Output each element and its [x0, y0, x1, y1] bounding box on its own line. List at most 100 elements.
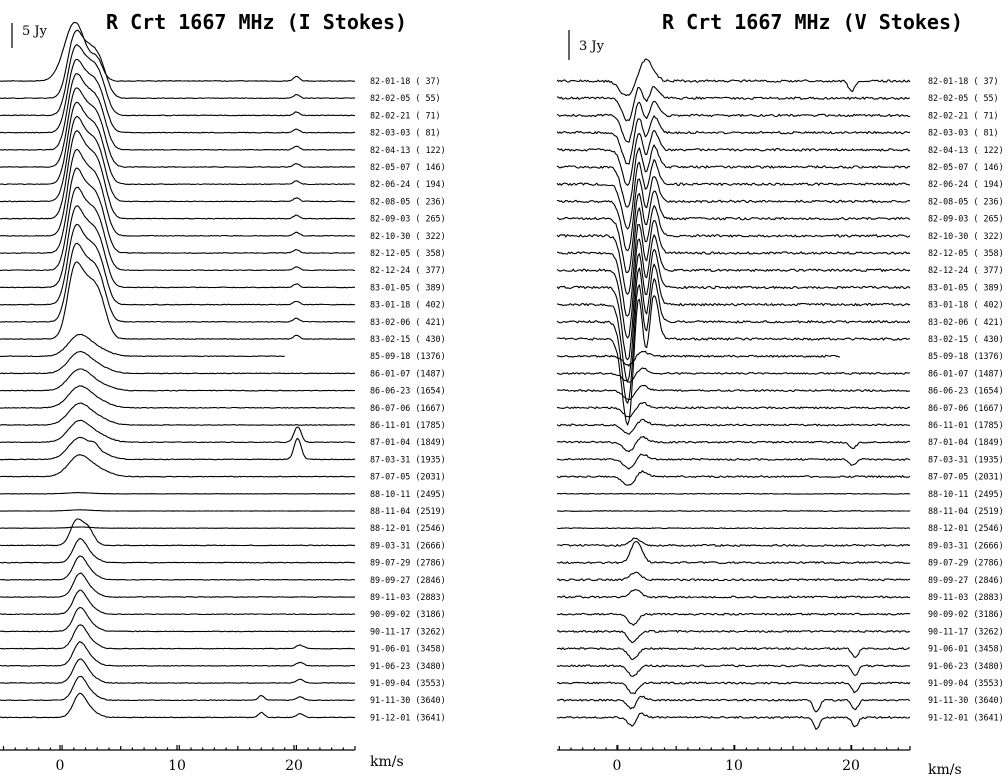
spectrum-trace	[556, 58, 911, 97]
epoch-label: 90-09-02 (3186)	[370, 609, 446, 619]
epoch-label: 82-10-30 ( 322)	[928, 231, 1004, 241]
spectrum-trace	[0, 509, 356, 512]
epoch-label: 82-05-07 ( 146)	[928, 162, 1004, 172]
epoch-label: 82-02-05 ( 55)	[928, 93, 999, 103]
spectrum-trace	[556, 418, 911, 435]
epoch-label: 86-11-01 (1785)	[928, 420, 1004, 430]
epoch-label: 83-02-06 ( 421)	[928, 317, 1004, 327]
spectrum-trace	[556, 129, 911, 186]
spectrum-trace	[0, 242, 356, 323]
epoch-label: 82-12-24 ( 377)	[370, 265, 446, 275]
epoch-label: 87-07-05 (2031)	[370, 472, 446, 482]
spectrum-trace	[0, 29, 356, 100]
epoch-label: 85-09-18 (1376)	[928, 351, 1004, 361]
spectrum-trace	[556, 367, 911, 383]
spectrum-trace	[557, 695, 911, 713]
spectrum-trace	[0, 351, 356, 375]
epoch-label: 91-11-30 (3640)	[928, 695, 1004, 705]
spectrum-trace	[0, 58, 356, 134]
spectrum-trace	[0, 436, 356, 461]
spectrum-trace	[0, 130, 356, 220]
spectrum-trace	[0, 333, 285, 358]
epoch-label: 82-08-05 ( 236)	[928, 196, 1004, 206]
spectrum-trace	[556, 647, 911, 661]
chart-title: R Crt 1667 MHz (I Stokes)	[106, 10, 407, 34]
spectrum-trace	[0, 658, 355, 684]
epoch-label: 91-06-01 (3458)	[370, 644, 446, 654]
epoch-label: 83-01-18 ( 402)	[370, 300, 446, 310]
x-tick-label: 10	[168, 758, 186, 774]
x-axis-unit: km/s	[370, 754, 404, 770]
epoch-label: 82-12-05 ( 358)	[370, 248, 446, 258]
spectrum-trace	[0, 492, 356, 495]
spectrum-trace	[0, 675, 355, 702]
spectrum-trace	[556, 263, 911, 383]
epoch-label: 82-02-21 ( 71)	[928, 110, 999, 120]
spectrum-trace	[0, 223, 356, 306]
epoch-label: 87-03-31 (1935)	[928, 454, 1004, 464]
scale-bar-label: 5 Jy	[22, 24, 48, 39]
epoch-label: 83-01-05 ( 389)	[370, 282, 446, 292]
spectrum-trace	[556, 115, 910, 165]
spectrum-trace	[0, 692, 356, 719]
spectrum-trace	[0, 537, 356, 564]
spectrum-trace	[0, 87, 356, 168]
epoch-label: 91-06-23 (3480)	[370, 661, 446, 671]
spectrum-trace	[0, 205, 356, 289]
spectrum-trace	[0, 148, 356, 237]
epoch-label: 83-01-18 ( 402)	[928, 300, 1004, 310]
spectrum-trace	[0, 73, 356, 151]
epoch-label: 87-03-31 (1935)	[370, 454, 446, 464]
spectrum-trace	[556, 453, 911, 470]
spectrum-trace	[556, 612, 911, 626]
epoch-label: 88-12-01 (2546)	[928, 523, 1004, 533]
epoch-label: 86-07-06 (1667)	[928, 403, 1004, 413]
epoch-label: 82-08-05 ( 236)	[370, 196, 446, 206]
x-tick-label: 20	[285, 758, 303, 774]
spectrum-trace	[556, 190, 911, 274]
spectrum-trace	[556, 712, 911, 730]
epoch-label: 83-01-05 ( 389)	[928, 282, 1004, 292]
spectrum-trace	[556, 295, 911, 426]
x-axis-ticks: 0 10 20	[2, 745, 356, 774]
spectrum-trace	[556, 681, 911, 695]
spectrum-trace	[0, 385, 355, 409]
spectrum-trace	[0, 572, 356, 598]
spectrum-trace	[0, 589, 356, 616]
epoch-label: 91-11-30 (3640)	[370, 695, 446, 705]
epoch-labels: 82-01-18 ( 37) 82-02-05 ( 55) 82-02-21 ( 7…	[928, 76, 1004, 722]
epoch-label: 82-03-03 ( 81)	[370, 128, 441, 138]
spectrum-trace	[0, 606, 356, 633]
x-tick-label: 0	[56, 758, 65, 774]
chart-title: R Crt 1667 MHz (V Stokes)	[662, 10, 963, 34]
epoch-label: 82-05-07 ( 146)	[370, 162, 446, 172]
spectrum-trace	[0, 186, 356, 272]
spectrum-trace	[556, 664, 911, 677]
spectrum-trace	[0, 21, 356, 82]
epoch-label: 88-10-11 (2495)	[928, 489, 1004, 499]
panel-i-stokes: R Crt 1667 MHz (I Stokes) 5 Jy 82-01-18 …	[0, 10, 446, 774]
epoch-label: 90-11-17 (3262)	[928, 626, 1004, 636]
spectrum-trace	[556, 540, 911, 565]
spectrum-trace	[556, 205, 911, 295]
spectrum-trace	[0, 454, 356, 478]
spectrum-trace	[556, 470, 911, 486]
epoch-label: 86-07-06 (1667)	[370, 403, 446, 413]
spectrum-trace	[556, 350, 840, 367]
spectrum-trace	[0, 526, 356, 529]
epoch-label: 86-06-23 (1654)	[928, 386, 1004, 396]
spectrum-trace	[0, 624, 356, 650]
spectrum-trace	[0, 43, 356, 117]
spectrum-trace	[556, 492, 911, 495]
spectrum-trace	[0, 555, 356, 581]
epoch-label: 90-11-17 (3262)	[370, 626, 446, 636]
spectrum-trace	[556, 248, 911, 361]
epoch-label: 83-02-06 ( 421)	[370, 317, 446, 327]
epoch-label: 83-02-15 ( 430)	[370, 334, 446, 344]
epoch-labels: 82-01-18 ( 37) 82-02-05 ( 55) 82-02-21 ( 7…	[370, 76, 446, 722]
epoch-label: 89-11-03 (2883)	[928, 592, 1004, 602]
spectrum-trace	[556, 100, 911, 143]
epoch-label: 82-09-03 ( 265)	[928, 214, 1004, 224]
epoch-label: 82-04-13 ( 122)	[928, 145, 1004, 155]
spectrum-trace	[0, 115, 355, 203]
